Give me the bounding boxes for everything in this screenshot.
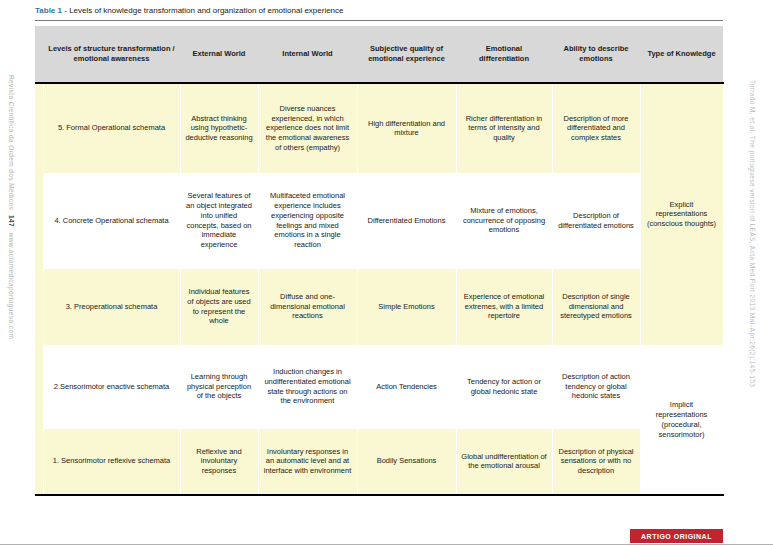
article-type-badge: ARTIGO ORIGINAL [630,529,723,543]
cell-level: 1. Sensorimotor reflexive schemata [43,428,180,495]
citation-text: Torrado M, et al. The portuguese version… [749,80,756,387]
cell-level: 5. Formal Operational schemata [43,83,180,173]
cell-subjective-quality: Bodily Sensations [357,428,456,495]
journal-url: www.actamedicaportuguesa.com [8,230,15,339]
col-header-internal-world: Internal World [258,26,357,83]
cell-internal-world: Diffuse and one-dimensional emotional re… [258,268,357,345]
col-header-emotional-differentiation: Emotional differentiation [456,26,552,83]
cell-external-world: Learning through physical perception of … [180,345,258,428]
left-margin-text: Revista Científica da Ordem dos Médicos … [8,75,15,415]
col-header-subjective-quality: Subjective quality of emotional experien… [357,26,456,83]
table-row-level-2: 2.Sensorimotor enactive schemata Learnin… [35,345,723,428]
cell-external-world: Abstract thinking using hypothetic-deduc… [180,83,258,173]
cell-level: 3. Preoperational schemata [43,268,180,345]
cell-level: 4. Concrete Operational schemata [43,173,180,268]
cell-ability-to-describe: Description of more differentiated and c… [552,83,640,173]
cell-ability-to-describe: Description of differentiated emotions [552,173,640,268]
col-header-type-of-knowledge: Type of Knowledge [640,26,723,83]
table-caption-label: Table 1 [35,6,62,15]
cell-emotional-differentiation: Global undifferentiation of the emotiona… [456,428,552,495]
cell-emotional-differentiation: Richer differentiation in terms of inten… [456,83,552,173]
cell-emotional-differentiation: Experience of emotional extremes, with a… [456,268,552,345]
journal-name: Revista Científica da Ordem dos Médicos [8,75,15,212]
cell-subjective-quality: Simple Emotions [357,268,456,345]
cell-ability-to-describe: Description of physical sensations or wi… [552,428,640,495]
cell-internal-world: Diverse nuances experienced, in which ex… [258,83,357,173]
cell-subjective-quality: High differentiation and mixture [357,83,456,173]
table-caption-separator: - [64,6,67,15]
cell-subjective-quality: Differentiated Emotions [357,173,456,268]
right-margin-citation: Torrado M, et al. The portuguese version… [749,80,756,420]
header-row: Levels of structure transformation / emo… [35,26,723,83]
cell-emotional-differentiation: Mixture of emotions, concurrence of oppo… [456,173,552,268]
table-caption-text: Levels of knowledge transformation and o… [69,6,343,15]
cell-external-world: Reflexive and involuntary responses [180,428,258,495]
table-row-level-5: 5. Formal Operational schemata Abstract … [35,83,723,173]
cell-ability-to-describe: Description of single dimensional and st… [552,268,640,345]
knowledge-levels-table: Levels of structure transformation / emo… [35,26,724,496]
cell-internal-world: Induction changes in undifferentiated em… [258,345,357,428]
cell-external-world: Several features of an object integrated… [180,173,258,268]
cell-ability-to-describe: Description of action tendency or global… [552,345,640,428]
bottom-divider [0,544,773,545]
cell-knowledge-type-explicit: Explicit representations (conscious thou… [640,83,723,345]
cell-internal-world: Involuntary responses in an automatic le… [258,428,357,495]
cell-emotional-differentiation: Tendency for action or global hedonic st… [456,345,552,428]
col-header-ability-to-describe: Ability to describe emotions [552,26,640,83]
cell-level: 2.Sensorimotor enactive schemata [43,345,180,428]
journal-page: Revista Científica da Ordem dos Médicos … [0,0,773,546]
table-row-level-1: 1. Sensorimotor reflexive schemata Refle… [35,428,723,495]
page-number: 147 [8,215,15,227]
header-stripe-spacer [35,26,43,83]
cell-subjective-quality: Action Tendencies [357,345,456,428]
cell-external-world: Individual features of objects are used … [180,268,258,345]
col-header-external-world: External World [180,26,258,83]
cell-internal-world: Multifaceted emotional experience includ… [258,173,357,268]
col-header-levels: Levels of structure transformation / emo… [43,26,180,83]
table-row-level-4: 4. Concrete Operational schemata Several… [35,173,723,268]
left-accent-stripe [35,83,43,495]
table-caption: Table 1 - Levels of knowledge transforma… [35,5,723,21]
cell-knowledge-type-implicit: Implicit representations (procedural, se… [640,345,723,495]
table-row-level-3: 3. Preoperational schemata Individual fe… [35,268,723,345]
